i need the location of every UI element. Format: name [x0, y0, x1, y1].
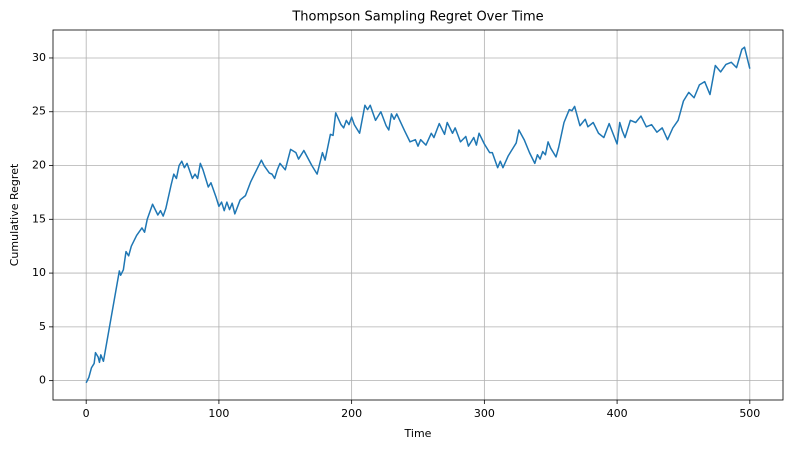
y-tick-label: 25: [32, 105, 46, 118]
x-tick-label: 400: [607, 407, 628, 420]
chart-title: Thompson Sampling Regret Over Time: [291, 10, 543, 25]
x-tick-label: 200: [341, 407, 362, 420]
plot-frame: [52, 29, 784, 401]
y-tick-label: 15: [32, 212, 46, 225]
y-tick-label: 10: [32, 266, 46, 279]
y-tick-label: 0: [39, 374, 46, 387]
x-tick-label: 500: [739, 407, 760, 420]
x-axis-label: Time: [404, 427, 432, 440]
y-axis-label: Cumulative Regret: [8, 163, 21, 266]
y-tick-label: 5: [39, 320, 46, 333]
y-tick-label: 30: [32, 51, 46, 64]
y-tick-label: 20: [32, 159, 46, 172]
x-tick-label: 100: [208, 407, 229, 420]
data-line: [85, 46, 751, 384]
x-tick-label: 300: [474, 407, 495, 420]
x-tick-label: 0: [83, 407, 90, 420]
